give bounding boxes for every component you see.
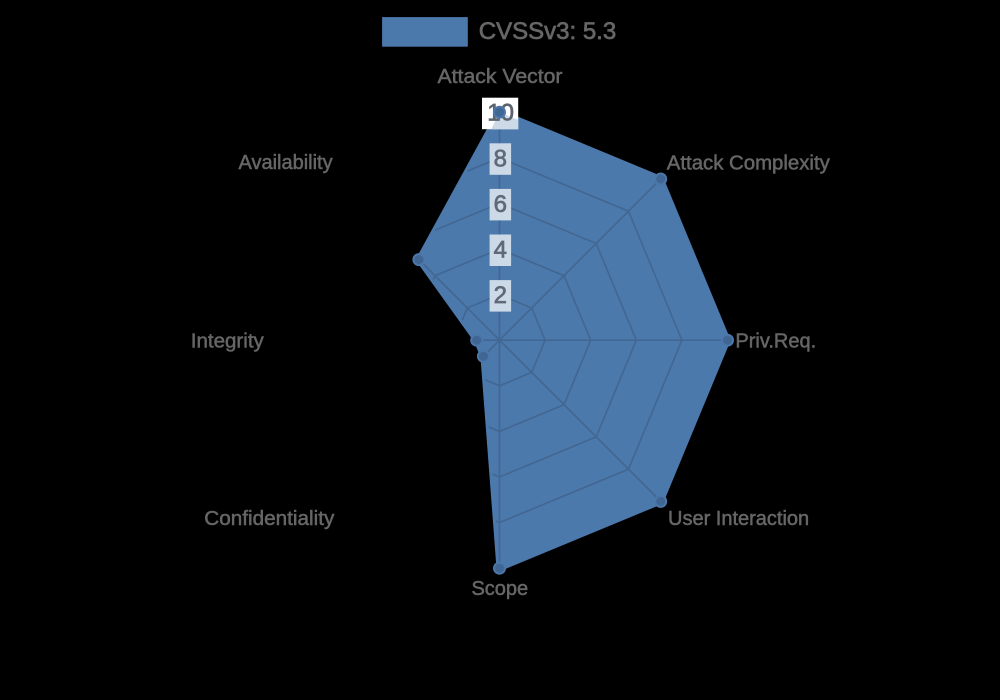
svg-text:User Interaction: User Interaction bbox=[668, 508, 809, 530]
svg-text:Availability: Availability bbox=[238, 152, 332, 174]
svg-text:Scope: Scope bbox=[471, 578, 528, 600]
svg-text:Attack Complexity: Attack Complexity bbox=[667, 153, 830, 175]
svg-text:6: 6 bbox=[494, 191, 507, 218]
svg-text:4: 4 bbox=[494, 237, 507, 264]
svg-text:Confidentiality: Confidentiality bbox=[204, 508, 334, 530]
svg-text:Priv.Req.: Priv.Req. bbox=[735, 331, 816, 353]
svg-text:Attack Vector: Attack Vector bbox=[438, 66, 563, 88]
svg-text:CVSSv3: 5.3: CVSSv3: 5.3 bbox=[479, 18, 616, 45]
svg-text:Integrity: Integrity bbox=[191, 331, 264, 353]
svg-text:2: 2 bbox=[494, 282, 507, 309]
svg-text:8: 8 bbox=[494, 145, 507, 172]
